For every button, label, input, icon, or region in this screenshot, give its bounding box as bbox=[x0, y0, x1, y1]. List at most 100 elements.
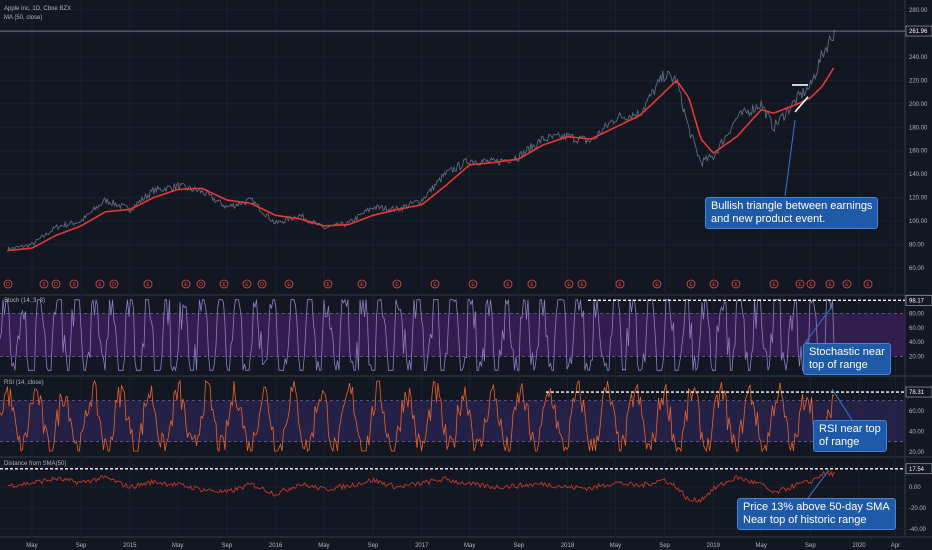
distance-last-value: 17.54 bbox=[909, 467, 925, 473]
event-marker bbox=[863, 279, 873, 289]
x-tick-label: 2019 bbox=[707, 543, 721, 549]
event-marker bbox=[795, 279, 805, 289]
event-marker-label: E bbox=[809, 282, 813, 288]
rsi-axis-label: 60.00 bbox=[909, 409, 925, 415]
annotation-line: top of range bbox=[809, 359, 868, 371]
event-marker bbox=[652, 279, 662, 289]
event-marker bbox=[51, 279, 61, 289]
price-axis-label: 280.00 bbox=[909, 8, 928, 14]
event-marker-label: E bbox=[530, 282, 534, 288]
event-marker bbox=[686, 279, 696, 289]
x-tick-label: 2020 bbox=[852, 543, 866, 549]
event-marker-label: D bbox=[112, 282, 116, 288]
x-tick-label: 2017 bbox=[415, 543, 429, 549]
rsi-callout-pointer bbox=[831, 388, 853, 421]
event-marker bbox=[284, 279, 294, 289]
event-marker-label: E bbox=[798, 282, 802, 288]
ma-legend: MA (50, close) bbox=[4, 15, 43, 21]
event-marker bbox=[842, 279, 852, 289]
event-marker bbox=[468, 279, 478, 289]
stoch-axis-label: 20.00 bbox=[909, 355, 925, 361]
stoch-band bbox=[0, 313, 905, 357]
x-tick-label: Sep bbox=[805, 543, 816, 549]
event-marker-label: E bbox=[222, 282, 226, 288]
price-series-line bbox=[7, 29, 835, 252]
event-marker bbox=[219, 279, 229, 289]
event-marker-label: E bbox=[567, 282, 571, 288]
annotation-line: and new product event. bbox=[711, 213, 826, 225]
event-marker-label: E bbox=[326, 282, 330, 288]
rsi-last-tag bbox=[905, 386, 932, 398]
event-marker-label: S bbox=[72, 282, 76, 288]
x-tick-label: May bbox=[756, 543, 767, 549]
event-marker-label: E bbox=[618, 282, 622, 288]
event-marker bbox=[806, 279, 816, 289]
event-marker-label: E bbox=[471, 282, 475, 288]
triangle-bottom-line bbox=[794, 96, 809, 113]
stoch-last-tag bbox=[905, 295, 932, 306]
x-tick-label: Sep bbox=[76, 543, 87, 549]
event-marker-label: E bbox=[845, 282, 849, 288]
stoch-axis-label: 40.00 bbox=[909, 340, 925, 346]
annotation-line: Stochastic near bbox=[809, 346, 885, 358]
price-axis-label: 140.00 bbox=[909, 172, 928, 178]
last-price-label: 261.96 bbox=[909, 29, 928, 35]
distance-axis-label: -40.00 bbox=[909, 527, 927, 533]
event-marker bbox=[430, 279, 440, 289]
event-marker bbox=[143, 279, 153, 289]
event-marker-label: E bbox=[360, 282, 364, 288]
stoch-legend: Stoch (14, 3, 3) bbox=[4, 298, 46, 304]
distance-series-line bbox=[7, 470, 835, 503]
stochastic-annotation: Stochastic near top of range bbox=[803, 343, 891, 375]
x-tick-label: May bbox=[26, 543, 37, 549]
event-marker bbox=[392, 279, 402, 289]
rsi-axis-label: 20.00 bbox=[909, 450, 925, 456]
price-axis-label: 240.00 bbox=[909, 55, 928, 61]
stoch-axis-label: 80.00 bbox=[909, 311, 925, 317]
event-marker bbox=[109, 279, 119, 289]
x-tick-label: Sep bbox=[659, 543, 670, 549]
event-marker bbox=[615, 279, 625, 289]
event-marker-label: E bbox=[433, 282, 437, 288]
event-marker bbox=[323, 279, 333, 289]
event-marker bbox=[69, 279, 79, 289]
event-marker bbox=[769, 279, 779, 289]
x-tick-label: 2018 bbox=[561, 543, 575, 549]
event-marker-label: S bbox=[42, 282, 46, 288]
stoch-series-line bbox=[0, 298, 835, 372]
rsi-annotation: RSI near top of range bbox=[813, 420, 887, 452]
x-tick-label: Apr bbox=[891, 543, 900, 549]
stoch-last-value: 98.17 bbox=[909, 298, 925, 304]
ma-series-line bbox=[7, 67, 835, 252]
distance-callout-pointer bbox=[807, 469, 830, 499]
event-marker-label: E bbox=[395, 282, 399, 288]
event-marker-label: E bbox=[184, 282, 188, 288]
price-axis-label: 120.00 bbox=[909, 196, 928, 202]
price-axis-label: 100.00 bbox=[909, 219, 928, 225]
price-axis-label: 180.00 bbox=[909, 125, 928, 131]
distance-annotation: Price 13% above 50-day SMA Near top of h… bbox=[737, 498, 896, 530]
event-marker-label: E bbox=[245, 282, 249, 288]
x-tick-label: 2016 bbox=[269, 543, 283, 549]
event-marker-label: E bbox=[712, 282, 716, 288]
distance-legend: Distance from SMA(50) bbox=[4, 461, 67, 467]
rsi-axis-label: 40.00 bbox=[909, 429, 925, 435]
event-marker-label: E bbox=[734, 282, 738, 288]
event-marker bbox=[709, 279, 719, 289]
triangle-callout-pointer bbox=[784, 120, 796, 197]
stoch-callout-pointer bbox=[804, 304, 834, 344]
event-marker-label: D bbox=[260, 282, 264, 288]
event-marker-label: E bbox=[98, 282, 102, 288]
distance-last-tag bbox=[905, 463, 932, 475]
x-tick-label: Sep bbox=[513, 543, 524, 549]
triangle-annotation: Bullish triangle between earnings and ne… bbox=[705, 197, 879, 229]
event-marker-label: E bbox=[287, 282, 291, 288]
event-marker bbox=[95, 279, 105, 289]
x-tick-label: May bbox=[464, 543, 475, 549]
event-marker bbox=[564, 279, 574, 289]
rsi-legend: RSI (14, close) bbox=[4, 380, 44, 386]
event-marker-label: D bbox=[54, 282, 58, 288]
event-marker bbox=[181, 279, 191, 289]
rsi-last-value: 78.31 bbox=[909, 390, 925, 396]
rsi-series-line bbox=[0, 379, 835, 453]
